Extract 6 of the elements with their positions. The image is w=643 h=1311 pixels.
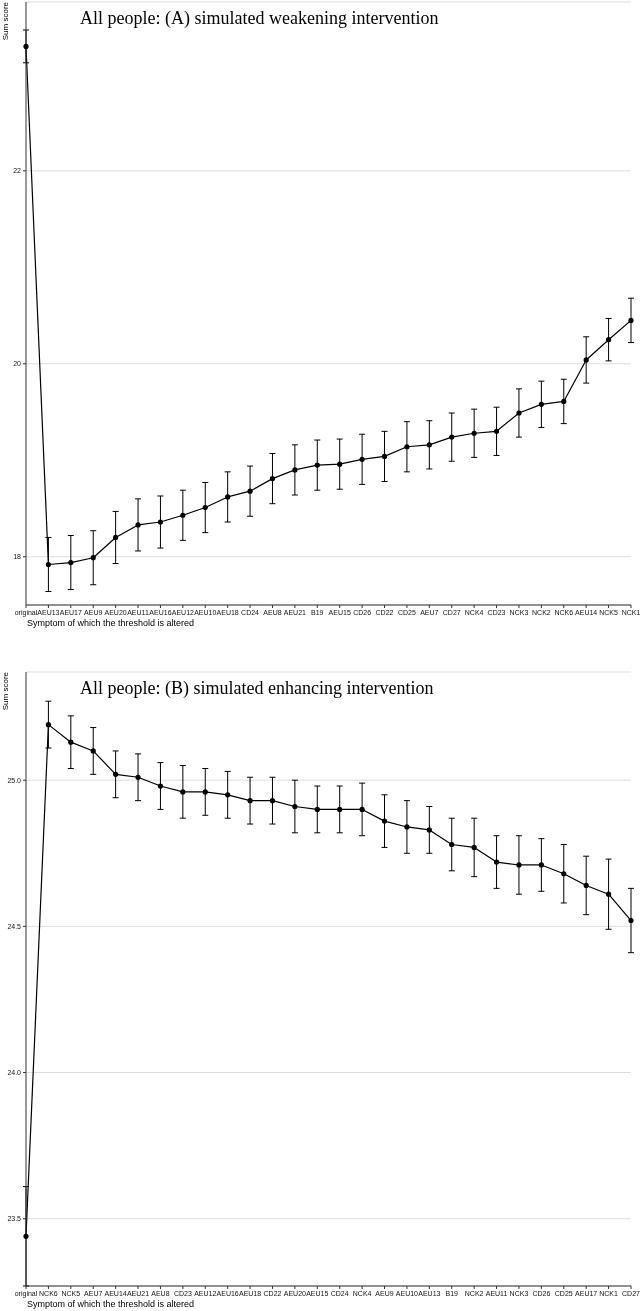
x-axis-title: Symptom of which the threshold is altered [27, 618, 195, 628]
x-axis-title: Symptom of which the threshold is altered [27, 1299, 195, 1309]
y-axis-title: Sum score [1, 2, 10, 41]
y-axis-title: Sum score [1, 672, 10, 711]
chart-title: All people: (B) simulated enhancing intervention [80, 678, 434, 699]
chart-title: All people: (A) simulated weakening intervention [80, 8, 439, 29]
